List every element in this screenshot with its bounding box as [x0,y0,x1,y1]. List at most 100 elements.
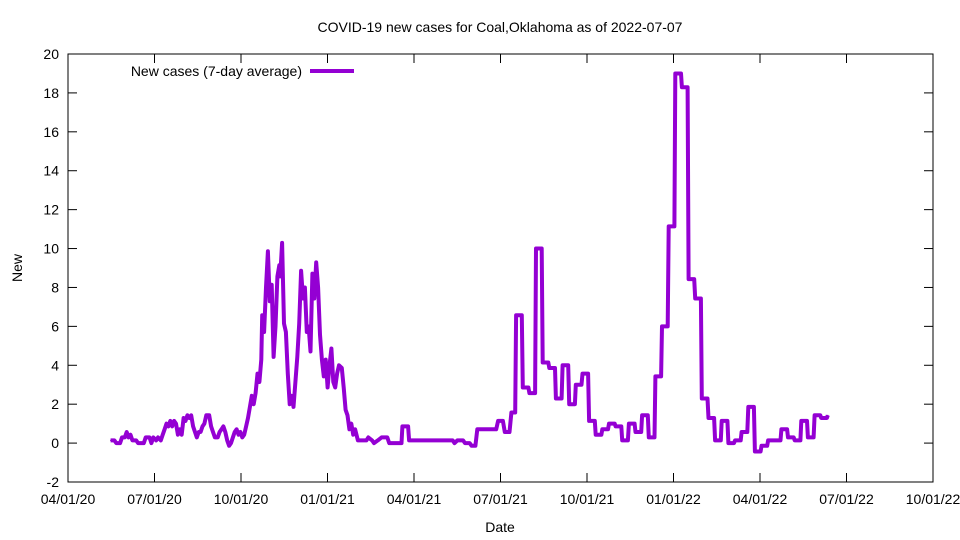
data-point [232,436,234,438]
data-point [309,350,312,353]
y-tick-label: -2 [47,474,60,490]
x-tick-label: 01/01/22 [646,491,701,507]
data-point [298,323,300,325]
data-point [327,386,329,389]
data-point [615,425,617,427]
data-point [263,331,265,333]
data-point [169,420,171,422]
data-point [741,431,743,433]
data-point [713,417,715,419]
data-point [534,392,536,394]
data-point [813,436,815,438]
data-point [400,442,403,444]
data-point [212,431,214,433]
series-layer [110,71,830,454]
data-point [548,367,550,369]
data-point [341,367,343,369]
data-point [241,436,243,438]
data-point [308,325,310,327]
axis-ticks: -2 0 2 4 6 8 10 12 14 16 18 20 04/01/20 07/01/20 10/01… [41,46,960,507]
data-point [819,414,821,416]
data-point [319,334,321,336]
data-point [217,436,219,438]
data-point [150,442,152,444]
data-point [541,247,543,250]
data-point [129,434,132,436]
data-point [806,420,808,422]
data-point [693,278,695,280]
data-point [760,445,763,447]
data-point [292,406,295,408]
data-point [203,423,205,425]
data-point [343,386,345,389]
data-point [205,414,207,416]
data-point [160,439,162,441]
data-point [220,428,223,430]
data-point [243,434,245,436]
data-point [640,431,642,433]
data-point [476,428,478,430]
data-point [251,395,253,397]
data-point [667,325,669,327]
y-axis-label: New [9,253,25,282]
data-point [224,431,226,433]
legend-label: New cases (7-day average) [131,63,302,79]
data-point [283,323,285,325]
data-point [222,425,224,427]
x-tick-label: 10/01/20 [214,491,269,507]
data-point [131,439,133,441]
x-tick-label: 10/01/22 [906,491,960,507]
data-point [740,439,742,441]
data-point [452,439,454,441]
data-point [747,406,749,408]
data-point [720,439,722,441]
data-point [128,436,130,438]
data-point [547,361,549,364]
data-point [294,381,296,383]
plot-frame [67,53,934,483]
data-point [304,286,306,289]
data-point [714,439,716,441]
data-point [230,442,232,444]
data-point [186,414,188,416]
data-point [208,414,210,416]
data-point [287,373,289,375]
data-point [354,428,356,430]
data-point [177,434,179,436]
data-point [256,373,259,375]
data-point [253,403,255,405]
data-point [124,436,126,438]
data-point [285,331,287,333]
data-point [334,386,336,389]
data-point [495,428,497,430]
data-point [201,425,204,427]
data-point [323,375,325,377]
data-point [641,414,643,416]
data-point [581,373,584,375]
data-point [786,428,788,430]
data-point [135,439,137,441]
data-point [634,423,636,425]
data-point [456,439,458,441]
data-point [754,450,756,453]
data-point [826,417,828,419]
data-point [346,414,349,416]
data-point [214,436,216,438]
data-point [357,439,359,441]
data-point [766,445,768,447]
data-point [265,286,267,289]
data-point [157,436,159,438]
data-point [261,314,263,316]
data-point [820,417,822,419]
data-point [793,436,795,438]
y-tick-label: 4 [51,357,59,373]
data-point [733,442,735,444]
data-point [608,423,610,425]
data-point [721,420,723,422]
data-point [350,423,352,425]
y-tick-label: 20 [43,46,59,62]
data-point [113,439,115,441]
data-point [145,436,147,438]
x-tick-label: 10/01/21 [560,491,615,507]
data-point [188,417,190,419]
